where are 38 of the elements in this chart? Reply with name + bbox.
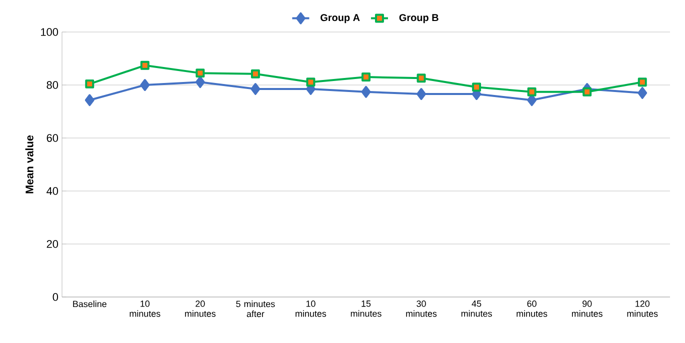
x-tick-label: 10 minutes	[130, 300, 160, 317]
x-tick-label: 30 minutes	[406, 300, 437, 317]
point	[306, 78, 316, 87]
x-tick-label: 120 minutes	[627, 300, 658, 317]
point	[84, 94, 94, 106]
point	[140, 79, 150, 91]
y-tick-label: 80	[46, 81, 58, 89]
legend-label: Group A	[320, 14, 360, 24]
point	[250, 82, 260, 95]
legend-label: Group B	[399, 14, 438, 24]
point	[140, 60, 150, 70]
y-tick-label: 0	[52, 293, 58, 301]
x-tick-label: 10 minutes	[296, 300, 326, 317]
point	[361, 86, 371, 98]
point	[362, 72, 370, 82]
y-tick-label: 100	[41, 28, 58, 36]
x-tick-label: 20 minutes	[185, 300, 216, 317]
y-tick-label: 60	[46, 134, 58, 142]
point	[195, 76, 205, 88]
x-tick-label: 90 minutes	[572, 300, 602, 317]
x-tick-label: Baseline	[73, 300, 106, 308]
x-tick-label: 45 minutes	[461, 300, 492, 317]
point	[85, 79, 94, 88]
point	[250, 69, 260, 78]
y-axis-title: Mean value	[25, 135, 34, 194]
x-tick-label: 60 minutes	[516, 300, 548, 317]
point	[472, 82, 482, 92]
point	[638, 78, 647, 87]
point	[638, 86, 648, 99]
x-tick-label: 5 minutes after	[236, 300, 275, 318]
point	[527, 87, 536, 96]
y-tick-label: 20	[46, 240, 58, 248]
point	[416, 74, 426, 83]
point	[416, 88, 426, 100]
point	[582, 87, 592, 96]
x-tick-label: 15 minutes	[350, 300, 382, 317]
point	[196, 68, 205, 78]
y-tick-label: 40	[46, 187, 58, 195]
